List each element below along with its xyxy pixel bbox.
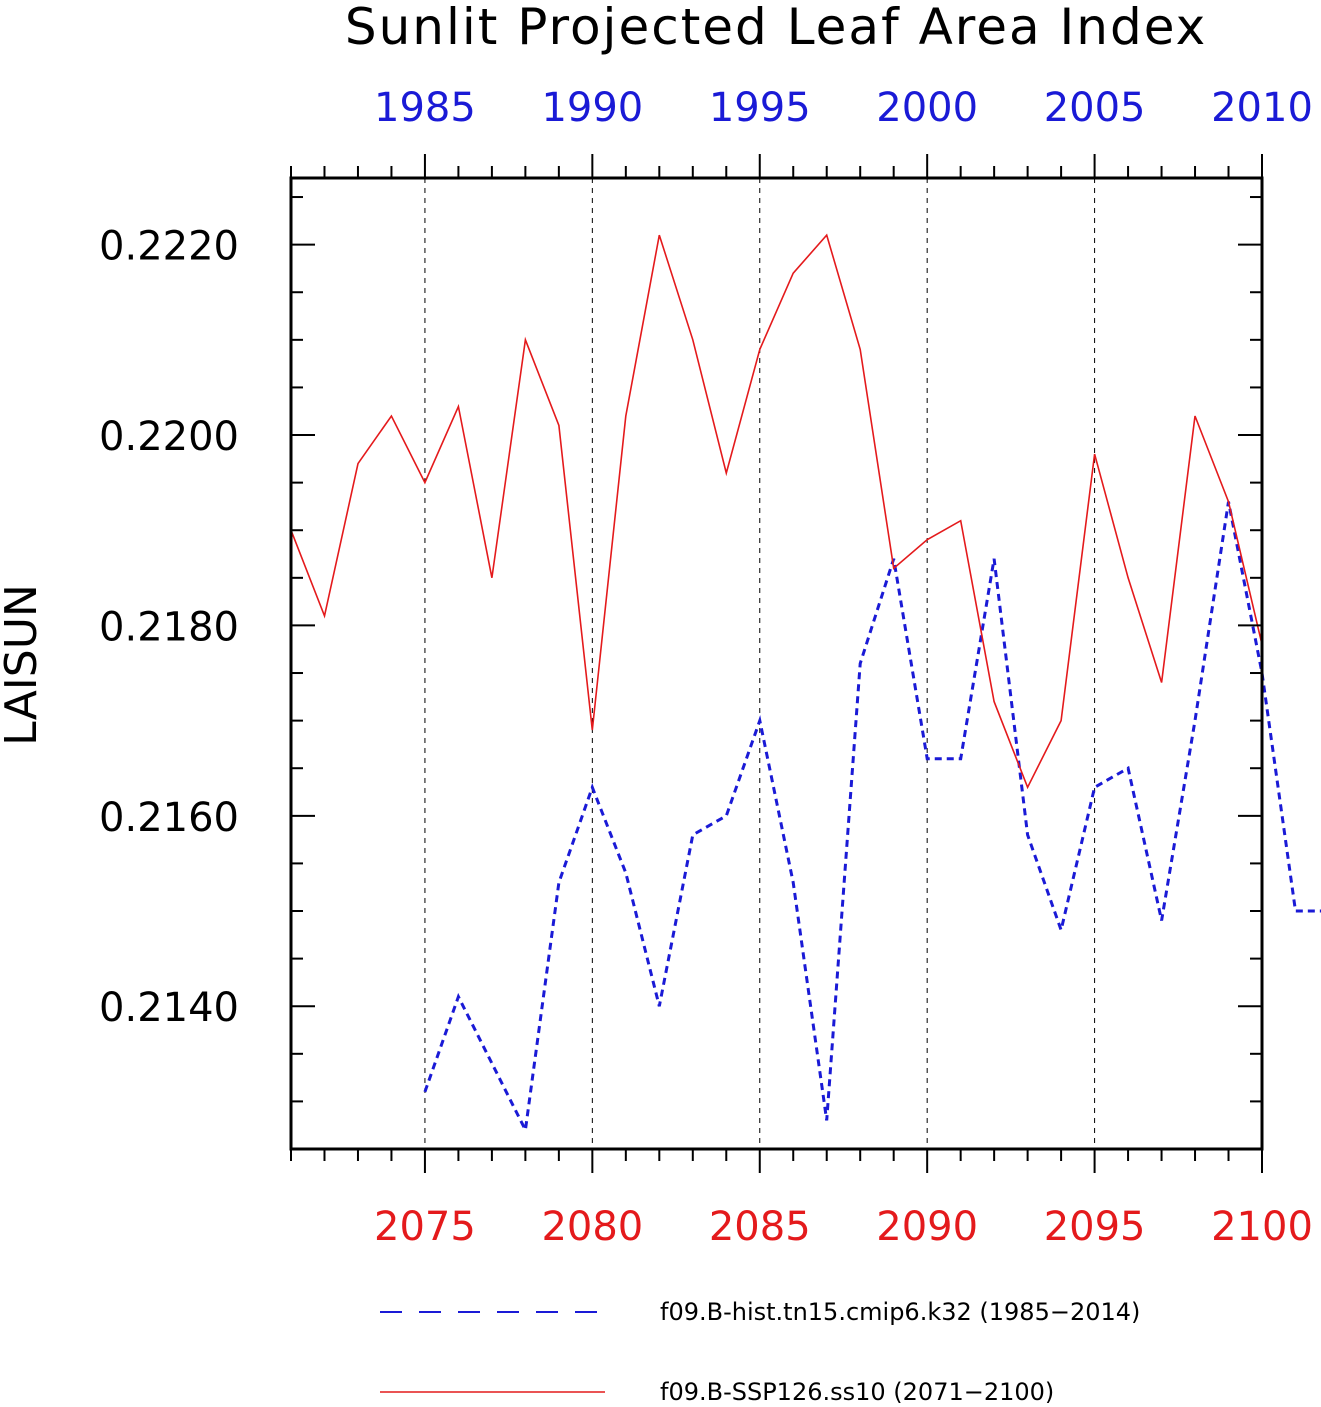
x-top-tick-label-2000: 2000 [876,85,978,131]
axis-ticks [290,154,1263,1173]
x-bottom-tick-label-2075: 2075 [374,1204,476,1250]
legend-label-hist: f09.B-hist.tn15.cmip6.k32 (1985−2014) [660,1298,1140,1326]
x-bottom-tick-label-2080: 2080 [541,1204,643,1250]
series-line-0 [423,501,1321,1136]
x-bottom-tick-label-2085: 2085 [709,1204,811,1250]
x-bottom-tick-label-2095: 2095 [1044,1204,1146,1250]
x-bottom-tick-label-2090: 2090 [876,1204,978,1250]
x-top-tick-label-1995: 1995 [709,85,811,131]
legend: f09.B-hist.tn15.cmip6.k32 (1985−2014) f0… [380,1298,1140,1406]
y-tick-label-0.2160: 0.2160 [99,795,239,841]
chart-title: Sunlit Projected Leaf Area Index [345,0,1207,56]
y-tick-label-0.2140: 0.2140 [99,985,239,1031]
x-bottom-tick-label-2100: 2100 [1211,1204,1313,1250]
y-axis-title: LAISUN [0,584,47,746]
legend-label-ssp126: f09.B-SSP126.ss10 (2071−2100) [660,1378,1054,1406]
x-top-tick-label-2005: 2005 [1044,85,1146,131]
series-line-1 [290,233,1263,790]
y-tick-label-0.2220: 0.2220 [99,224,239,270]
x-top-tick-label-1985: 1985 [374,85,476,131]
series-layer [290,233,1321,1136]
tick-labels: 0.2140 0.2160 0.2180 0.2200 0.2220 2075 2080 20… [99,85,1313,1250]
x-top-tick-label-2010: 2010 [1211,85,1313,131]
x-top-tick-label-1990: 1990 [541,85,643,131]
grid-lines [424,178,1096,1149]
plot-frame [289,176,1264,1151]
y-tick-label-0.2200: 0.2200 [99,414,239,460]
y-tick-label-0.2180: 0.2180 [99,604,239,650]
